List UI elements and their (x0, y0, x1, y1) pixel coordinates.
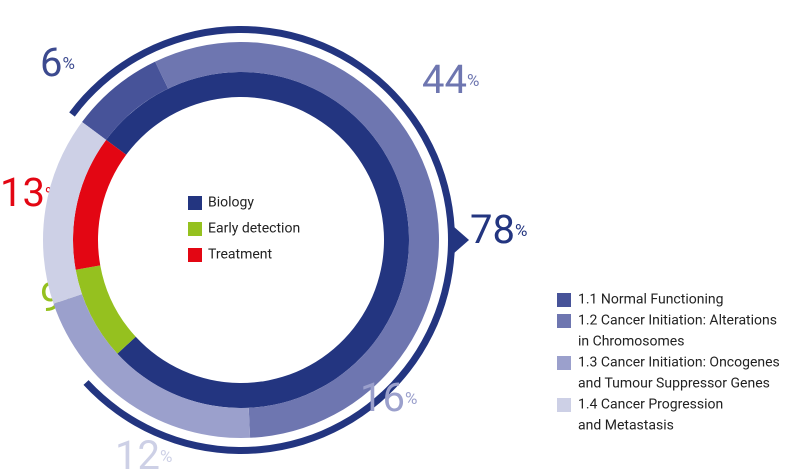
donut-segment (82, 61, 169, 140)
value-number: 44 (422, 56, 467, 103)
value-number: 78 (470, 206, 515, 253)
value-unit: % (515, 221, 527, 241)
value-unit: % (62, 54, 74, 74)
legend-label: 1.1 Normal Functioning (578, 292, 723, 308)
legend-swatch (557, 293, 571, 307)
legend-swatch (188, 196, 202, 210)
legend-swatch (188, 222, 202, 236)
total-pointer (453, 226, 469, 254)
donut-segment (75, 265, 136, 354)
value-label: 78% (470, 206, 527, 253)
legend-label: Treatment (208, 247, 273, 263)
legend-swatch (557, 398, 571, 412)
legend-label: and Tumour Suppressor Genes (578, 376, 770, 392)
legend-label: 1.4 Cancer Progression (578, 397, 723, 413)
value-number: 6 (40, 39, 62, 86)
donut-segment (155, 41, 439, 438)
value-unit: % (467, 71, 479, 91)
donut-segment (73, 139, 127, 270)
legend-swatch (188, 248, 202, 262)
legend-label: and Metastasis (578, 418, 674, 434)
legend-label: 1.2 Cancer Initiation: Alterations (578, 313, 777, 329)
value-label: 12% (115, 432, 172, 472)
legend-label: in Chromosomes (578, 334, 684, 350)
value-number: 16 (360, 374, 405, 421)
value-number: 12 (115, 432, 160, 472)
value-label: 16% (360, 374, 417, 421)
value-label: 6% (40, 39, 75, 86)
value-unit: % (405, 389, 417, 409)
legend-swatch (557, 314, 571, 328)
value-label: 44% (422, 56, 479, 103)
donut-segment (42, 121, 107, 304)
value-number: 13 (0, 169, 45, 216)
value-unit: % (160, 447, 172, 467)
legend-label: Biology (208, 195, 254, 211)
legend-label: 1.3 Cancer Initiation: Oncogenes (578, 355, 780, 371)
legend-swatch (557, 356, 571, 370)
legend-label: Early detection (208, 221, 300, 237)
donut-segment (53, 294, 251, 439)
